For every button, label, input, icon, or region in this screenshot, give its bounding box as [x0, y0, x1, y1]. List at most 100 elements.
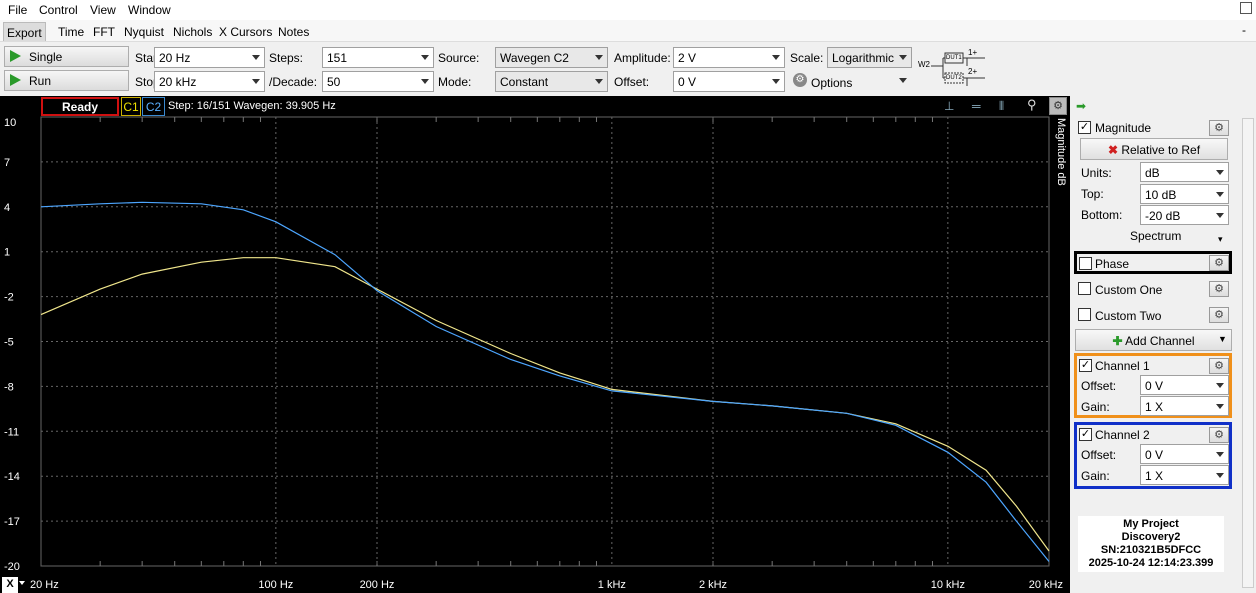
relative-label: Relative to Ref [1121, 143, 1201, 157]
channel-1-settings-icon[interactable]: ⚙ [1209, 358, 1229, 374]
amplitude-combo[interactable]: 2 V [673, 47, 785, 68]
y-tick-label: -14 [4, 471, 20, 483]
ch2-gain-value: 1 X [1145, 469, 1164, 483]
hcursor-icon[interactable]: ═ [972, 99, 981, 113]
channel-1-checkbox[interactable]: ✓ [1079, 359, 1092, 372]
options-chevron-icon[interactable] [899, 78, 907, 83]
tab-menu-icon[interactable]: - [1242, 23, 1246, 37]
menu-control[interactable]: Control [39, 3, 78, 17]
tab-export[interactable]: Export [3, 22, 46, 41]
amplitude-label: Amplitude: [614, 51, 671, 65]
channel-2-group [1074, 422, 1232, 489]
tab-nyquist[interactable]: Nyquist [124, 25, 165, 39]
chevron-down-icon [1216, 213, 1224, 218]
bottom-combo[interactable]: -20 dB [1140, 205, 1229, 225]
units-label: Units: [1081, 166, 1112, 180]
arrow-right-icon[interactable]: ➡ [1076, 99, 1087, 113]
panel-scrollbar[interactable] [1242, 118, 1254, 588]
ch2-gain-combo[interactable]: 1 X [1140, 465, 1229, 485]
amplitude-value: 2 V [678, 51, 697, 65]
y-tick-label: 4 [4, 202, 10, 214]
steps-combo[interactable]: 151 [322, 47, 434, 68]
zoom-icon[interactable]: ⚲ [1027, 97, 1037, 112]
custom-two-settings-icon[interactable]: ⚙ [1209, 307, 1229, 323]
tab-notes[interactable]: Notes [278, 25, 310, 39]
chevron-down-icon [1216, 473, 1224, 478]
channel-2-settings-icon[interactable]: ⚙ [1209, 427, 1229, 443]
ch1-gain-value: 1 X [1145, 400, 1164, 414]
ch1-gain-combo[interactable]: 1 X [1140, 396, 1229, 416]
offset-label: Offset: [614, 75, 650, 89]
units-value: dB [1145, 166, 1160, 180]
y-tick-label: -2 [4, 292, 14, 304]
phase-settings-icon[interactable]: ⚙ [1209, 255, 1229, 271]
ch1-offset-combo[interactable]: 0 V [1140, 375, 1229, 395]
magnitude-checkbox[interactable]: ✓ [1078, 121, 1091, 134]
x-axis-button[interactable]: X [2, 577, 18, 593]
chevron-down-icon [252, 55, 260, 60]
stop-combo[interactable]: 20 kHz [154, 71, 265, 92]
channel-1-group [1074, 353, 1232, 418]
menu-file[interactable]: File [8, 3, 28, 17]
diagram-1: 1+ [968, 48, 978, 57]
ch2-offset-combo[interactable]: 0 V [1140, 444, 1229, 464]
ch1-offset-label: Offset: [1081, 379, 1117, 393]
menu-window[interactable]: Window [128, 3, 171, 17]
custom-one-checkbox[interactable] [1078, 282, 1091, 295]
x-tick-label: 20 Hz [30, 579, 59, 591]
x-axis-chevron-icon[interactable] [19, 581, 25, 585]
steps-label: Steps: [269, 51, 304, 65]
spectrum-dropdown[interactable]: Spectrum [1130, 229, 1182, 243]
options-button[interactable]: Options [811, 76, 853, 90]
add-channel-chevron-icon[interactable]: ▼ [1218, 334, 1227, 344]
offset-combo[interactable]: 0 V [673, 71, 785, 92]
vcursor-icon[interactable]: ⫴ [999, 99, 1005, 113]
gear-icon[interactable]: ⚙ [793, 73, 807, 87]
magnitude-settings-icon[interactable]: ⚙ [1209, 120, 1229, 136]
relative-to-ref-button[interactable]: ✖ Relative to Ref [1080, 138, 1228, 160]
y-tick-label: -11 [4, 426, 19, 438]
top-value: 10 dB [1145, 188, 1177, 202]
run-button[interactable]: Run [4, 70, 129, 91]
start-combo[interactable]: 20 Hz [154, 47, 265, 68]
tab-fft[interactable]: FFT [93, 25, 115, 39]
single-label: Single [29, 50, 63, 64]
plot-area[interactable]: Ready C1 C2 Step: 16/151 Wavegen: 39.905… [0, 96, 1070, 593]
channel-c1-tag[interactable]: C1 [121, 97, 141, 116]
source-combo[interactable]: Wavegen C2 [495, 47, 608, 68]
tab-x-cursors[interactable]: X Cursors [219, 25, 273, 39]
phase-checkbox[interactable] [1079, 257, 1092, 270]
mode-combo[interactable]: Constant [495, 71, 608, 92]
x-tick-label: 100 Hz [258, 579, 293, 591]
custom-one-settings-icon[interactable]: ⚙ [1209, 281, 1229, 297]
decade-combo[interactable]: 50 [322, 71, 434, 92]
source-value: Wavegen C2 [500, 51, 569, 65]
connection-diagram [931, 52, 985, 86]
custom-two-checkbox[interactable] [1078, 308, 1091, 321]
channel-2-checkbox[interactable]: ✓ [1079, 428, 1092, 441]
plot-settings-icon[interactable]: ⚙ [1049, 97, 1067, 115]
spectrum-chevron-icon[interactable]: ▾ [1218, 234, 1223, 244]
ch2-offset-value: 0 V [1145, 448, 1164, 462]
channel-c2-tag[interactable]: C2 [142, 97, 165, 116]
restore-icon[interactable] [1240, 2, 1252, 14]
top-label: Top: [1081, 187, 1104, 201]
add-channel-label: Add Channel [1125, 334, 1195, 348]
top-combo[interactable]: 10 dB [1140, 184, 1229, 204]
scale-combo[interactable]: Logarithmic [827, 47, 912, 68]
menu-bar: File Control View Window [0, 0, 1256, 20]
tab-time[interactable]: Time [58, 25, 85, 39]
magnitude-axis-title: Magnitude dB [1055, 118, 1067, 186]
cursor-icon[interactable]: ⊥ [944, 99, 955, 113]
single-button[interactable]: Single [4, 46, 129, 67]
chevron-down-icon [1216, 170, 1224, 175]
right-panel: ➡ ✓ Magnitude ⚙ ✖ Relative to Ref Units:… [1070, 96, 1256, 593]
series-line-c2 [40, 201, 1050, 562]
tab-nichols[interactable]: Nichols [173, 25, 213, 39]
decade-label: /Decade: [269, 75, 318, 89]
units-combo[interactable]: dB [1140, 162, 1229, 182]
x-tick-label: 200 Hz [360, 579, 395, 591]
add-channel-button[interactable]: ✚ Add Channel [1075, 329, 1232, 351]
scale-label: Scale: [790, 51, 824, 65]
menu-view[interactable]: View [90, 3, 116, 17]
